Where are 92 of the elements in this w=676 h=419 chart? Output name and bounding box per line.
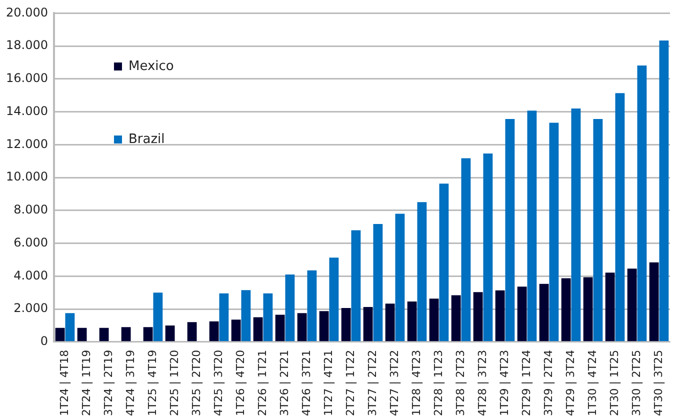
x-tick-label: 1T26 | 4T20 bbox=[234, 350, 247, 416]
bar bbox=[373, 224, 383, 342]
bar bbox=[319, 311, 329, 342]
bar bbox=[253, 317, 263, 342]
bar bbox=[527, 110, 537, 342]
bar bbox=[241, 290, 251, 342]
bar bbox=[329, 258, 339, 342]
bar bbox=[143, 327, 153, 342]
bar bbox=[121, 327, 131, 342]
bar bbox=[209, 321, 219, 342]
x-tick-label: 4T30 | 3T25 bbox=[652, 350, 665, 416]
x-tick-label: 4T27 | 3T22 bbox=[388, 350, 401, 416]
x-tick-label: 4T28 | 3T23 bbox=[476, 350, 489, 416]
bar bbox=[263, 293, 273, 342]
bar bbox=[627, 268, 637, 342]
x-tick-label: 2T28 | 1T23 bbox=[432, 350, 445, 416]
bar bbox=[297, 313, 307, 342]
y-tick-label: 2.000 bbox=[14, 301, 48, 316]
x-tick-label: 4T26 | 3T21 bbox=[300, 350, 313, 416]
bar bbox=[593, 119, 603, 342]
bar bbox=[451, 295, 461, 342]
bar bbox=[473, 292, 483, 342]
bar bbox=[219, 293, 229, 342]
bar bbox=[395, 214, 405, 342]
bar bbox=[351, 230, 361, 342]
x-tick-label: 3T29 | 2T24 bbox=[542, 350, 555, 416]
x-tick-label: 1T30 | 4T24 bbox=[586, 350, 599, 416]
bar bbox=[605, 272, 615, 342]
x-tick-label: 1T27 | 4T21 bbox=[322, 350, 335, 416]
bar bbox=[363, 307, 373, 342]
bar bbox=[505, 119, 515, 342]
bar bbox=[429, 298, 439, 342]
bar bbox=[439, 184, 449, 342]
bar bbox=[583, 277, 593, 342]
bar bbox=[307, 270, 317, 342]
bar bbox=[77, 328, 87, 342]
y-tick-label: 18.000 bbox=[6, 38, 48, 52]
bar bbox=[153, 292, 163, 342]
legend-label: Mexico bbox=[128, 58, 174, 74]
x-tick-label: 3T27 | 2T22 bbox=[366, 350, 379, 416]
x-tick-label: 2T27 | 1T22 bbox=[344, 350, 357, 416]
bar bbox=[615, 93, 625, 342]
bar bbox=[637, 65, 647, 342]
x-tick-label: 3T30 | 2T25 bbox=[630, 350, 643, 416]
bar bbox=[561, 278, 571, 342]
y-tick-label: 6.000 bbox=[14, 235, 48, 250]
x-tick-label: 2T25 | 1T20 bbox=[168, 350, 181, 416]
bar bbox=[341, 308, 351, 342]
bar bbox=[99, 328, 109, 342]
bar bbox=[539, 284, 549, 342]
bar bbox=[517, 286, 527, 342]
x-tick-label: 3T26 | 2T21 bbox=[278, 350, 291, 416]
bar bbox=[385, 304, 395, 342]
y-tick-label: 10.000 bbox=[6, 170, 48, 184]
bar bbox=[231, 320, 241, 342]
bar bbox=[461, 158, 471, 342]
bar bbox=[417, 202, 427, 342]
bar bbox=[483, 154, 493, 342]
y-tick-label: 0 bbox=[40, 334, 48, 348]
x-tick-label: 2T26 | 1T21 bbox=[256, 350, 269, 416]
legend-label: Brazil bbox=[128, 132, 165, 147]
bar bbox=[495, 290, 505, 342]
x-tick-label: 2T24 | 1T19 bbox=[80, 350, 93, 416]
bar bbox=[165, 325, 175, 342]
x-tick-label: 1T29 | 4T23 bbox=[498, 350, 511, 416]
x-tick-label: 4T29 | 3T24 bbox=[564, 350, 577, 416]
bar bbox=[55, 328, 65, 342]
bar bbox=[275, 314, 285, 342]
bar bbox=[407, 301, 417, 342]
x-tick-label: 4T25 | 3T20 bbox=[212, 350, 225, 416]
bar bbox=[649, 262, 659, 342]
x-tick-label: 2T30 | 1T25 bbox=[608, 350, 621, 416]
x-tick-label: 4T24 | 3T19 bbox=[124, 350, 137, 416]
y-tick-label: 8.000 bbox=[14, 202, 48, 217]
bar bbox=[571, 108, 581, 342]
x-tick-label: 2T29 | 1T24 bbox=[520, 350, 533, 416]
x-tick-label: 3T28 | 2T23 bbox=[454, 350, 467, 416]
y-tick-label: 12.000 bbox=[6, 136, 48, 151]
bar bbox=[187, 322, 197, 342]
x-tick-label: 1T28 | 4T23 bbox=[410, 350, 423, 416]
bar bbox=[65, 313, 75, 342]
bar bbox=[659, 40, 669, 342]
y-tick-label: 16.000 bbox=[6, 71, 48, 86]
y-tick-label: 20.000 bbox=[6, 5, 48, 20]
bar bbox=[285, 274, 295, 342]
y-tick-label: 4.000 bbox=[14, 268, 48, 282]
bar bbox=[549, 122, 559, 342]
x-tick-label: 1T24 | 4T18 bbox=[58, 350, 71, 416]
y-tick-label: 14.000 bbox=[6, 104, 48, 118]
x-tick-label: 1T25 | 4T19 bbox=[146, 350, 159, 416]
x-tick-label: 3T25 | 2T20 bbox=[190, 350, 203, 416]
x-tick-label: 3T24 | 2T19 bbox=[102, 350, 115, 416]
